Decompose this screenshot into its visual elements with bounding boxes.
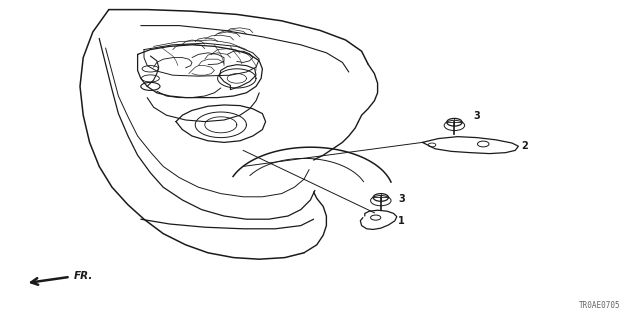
Text: 1: 1 [398, 216, 405, 227]
Text: 3: 3 [474, 111, 481, 121]
Text: FR.: FR. [74, 271, 93, 281]
Text: TR0AE0705: TR0AE0705 [579, 301, 621, 310]
Text: 2: 2 [522, 140, 529, 151]
Text: 3: 3 [398, 194, 405, 204]
